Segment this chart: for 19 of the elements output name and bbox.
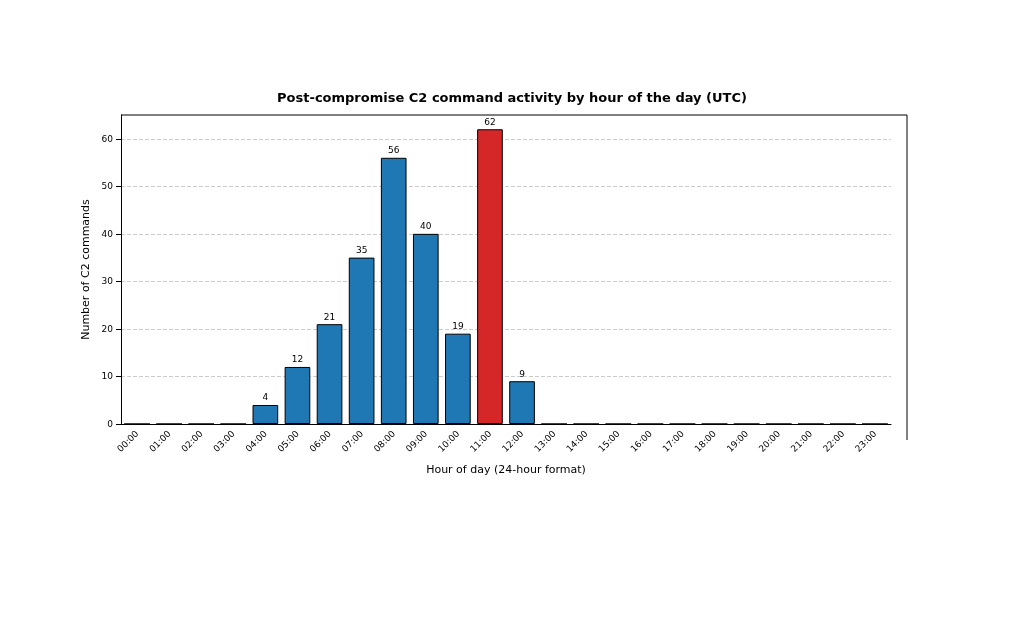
y-tick-label: 10 xyxy=(101,371,114,382)
y-tick-label: 50 xyxy=(101,181,114,192)
data-label: 4 xyxy=(262,392,269,403)
data-label: 62 xyxy=(484,116,496,127)
data-label: 40 xyxy=(420,221,432,232)
y-axis-title: Number of C2 commands xyxy=(78,198,92,340)
data-label: 12 xyxy=(291,354,304,365)
data-label: 19 xyxy=(452,321,464,332)
data-label: 56 xyxy=(387,145,400,156)
y-tick-label: 30 xyxy=(101,276,114,287)
chart-title: Post-compromise C2 command activity by hour of the day (UTC) xyxy=(277,90,747,105)
data-label: 21 xyxy=(323,311,336,322)
y-tick-label: 0 xyxy=(107,419,114,429)
y-tick-label: 60 xyxy=(101,133,114,144)
data-label: 9 xyxy=(519,368,526,379)
y-tick-label: 40 xyxy=(101,228,114,239)
data-label: 35 xyxy=(355,245,368,256)
x-axis-title: Hour of day (24-hour format) xyxy=(426,463,586,476)
y-tick-label: 20 xyxy=(101,323,114,334)
